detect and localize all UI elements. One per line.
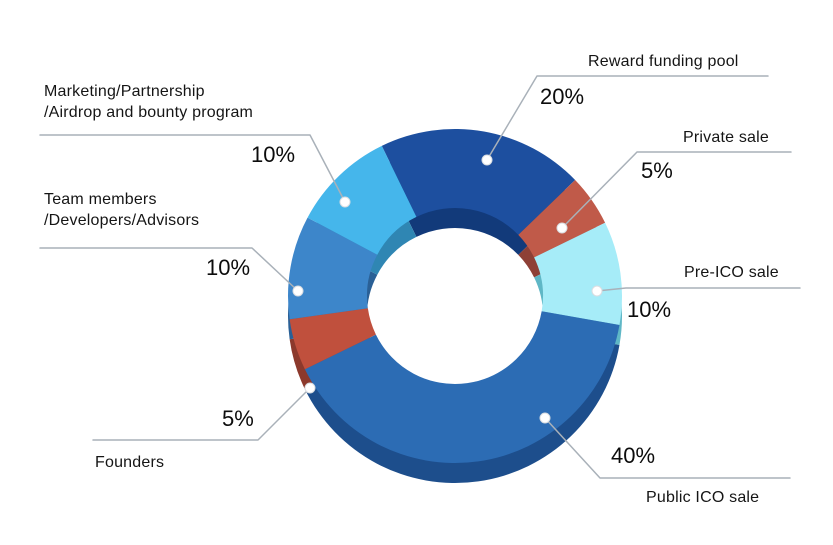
slice-percent: 40% [611, 443, 656, 468]
slice-label-line: Founders [95, 454, 165, 471]
marker-dot-founders [304, 382, 316, 394]
slice-label-line: Reward funding pool [588, 53, 739, 70]
slice-label: Reward funding pool [588, 51, 739, 72]
slice-label-line: /Airdrop and bounty program [44, 104, 254, 121]
slice-percent: 10% [627, 297, 672, 322]
slice-label-line: /Developers/Advisors [44, 212, 200, 229]
marker-dot-marketing-partnership-airdrop-and-bounty-program [339, 196, 351, 208]
marker-dot-team-members-developers-advisors [292, 285, 304, 297]
marker-dot-reward-funding-pool [481, 154, 493, 166]
slice-label: Private sale [683, 127, 769, 148]
slice-percent: 5% [641, 158, 673, 183]
donut-slice-founders [289, 308, 376, 370]
slice-percent: 10% [251, 142, 296, 167]
slice-label: Team members /Developers/Advisors [44, 189, 199, 231]
marker-dot-public-ico-sale [539, 412, 551, 424]
slice-label: Pre-ICO sale [684, 262, 779, 283]
marker-dot-private-sale [556, 222, 568, 234]
slice-percent: 10% [206, 255, 251, 280]
donut-slice-public-ico-sale [304, 311, 620, 463]
slice-label: Marketing/Partnership /Airdrop and bount… [44, 81, 253, 123]
donut-slice-pre-ico-sale [534, 222, 622, 325]
slice-percent: 5% [222, 406, 254, 431]
slice-label: Founders [95, 452, 164, 473]
leader-line-reward-funding-pool [486, 75, 769, 161]
donut-slice-team-members-developers-advisors [288, 217, 378, 320]
marker-dot-pre-ico-sale [591, 285, 603, 297]
slice-label-line: Private sale [683, 129, 769, 146]
leader-line-public-ico-sale [544, 417, 791, 479]
donut-slice-marketing-partnership-airdrop-and-bounty-program [307, 145, 417, 255]
slice-label-line: Public ICO sale [646, 489, 760, 506]
leader-line-pre-ico-sale [596, 287, 801, 292]
leader-line-founders [92, 387, 311, 441]
slice-label: Public ICO sale [646, 487, 759, 508]
leader-line-marketing-partnership-airdrop-and-bounty-program [39, 134, 346, 203]
slice-percent: 20% [540, 84, 585, 109]
leader-line-team-members-developers-advisors [39, 247, 299, 292]
donut-slice-reward-funding-pool [381, 128, 576, 235]
slice-label-line: Marketing/Partnership [44, 83, 205, 100]
slice-label-line: Team members [44, 191, 157, 208]
leader-line-private-sale [561, 151, 792, 229]
slice-label-line: Pre-ICO sale [684, 264, 779, 281]
donut-slice-private-sale [518, 179, 606, 258]
